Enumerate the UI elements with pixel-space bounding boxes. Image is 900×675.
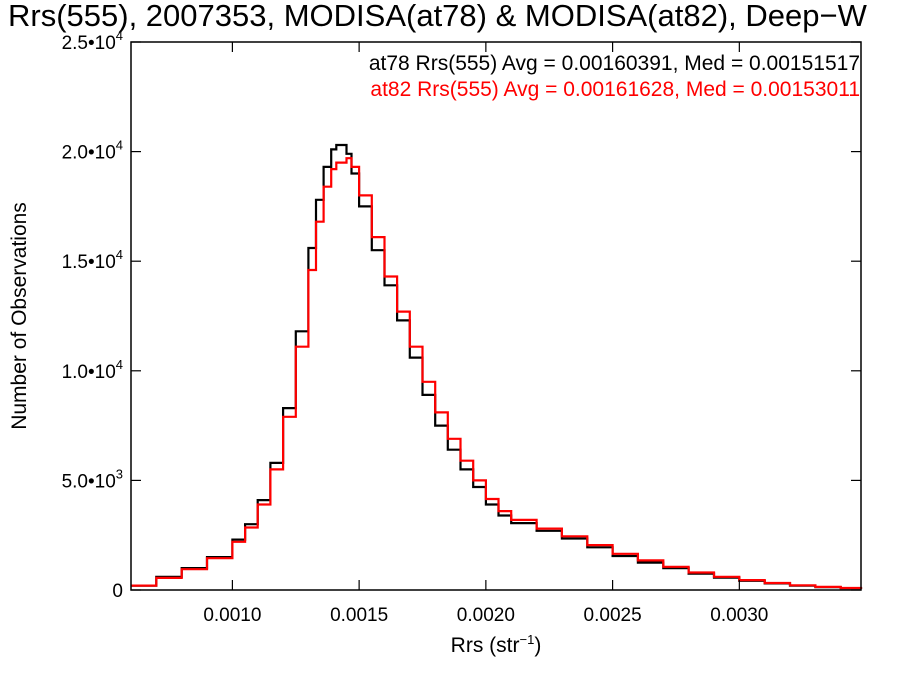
y-tick-label: 1.0•104 (62, 357, 123, 383)
plot-frame (130, 41, 862, 591)
y-tick-label-exponent: 4 (116, 138, 123, 153)
y-tick-label-base: 1.0•10 (62, 362, 116, 383)
y-tick-label: 2.5•104 (62, 28, 123, 54)
y-tick-label: 1.5•104 (62, 247, 123, 273)
x-tick-label: 0.0020 (457, 605, 515, 626)
x-axis-label-main: Rrs (str (451, 634, 520, 657)
y-tick-label: 0 (112, 581, 123, 602)
x-axis-label-superscript: −1 (520, 632, 535, 647)
y-tick-label: 5.0•103 (62, 466, 123, 492)
y-tick-label-exponent: 3 (116, 466, 123, 481)
x-axis-label-suffix: ) (534, 634, 541, 657)
chart-title: Rrs(555), 2007353, MODISA(at78) & MODISA… (8, 0, 867, 33)
series-layer (131, 143, 863, 590)
y-tick-label-base: 1.5•10 (62, 252, 116, 273)
legend-entry-at78: at78 Rrs(555) Avg = 0.00160391, Med = 0.… (369, 52, 860, 75)
y-axis-label: Number of Observations (8, 202, 31, 430)
legend: at78 Rrs(555) Avg = 0.00160391, Med = 0.… (369, 52, 860, 101)
y-tick-label-exponent: 4 (116, 247, 123, 262)
x-tick-label: 0.0010 (203, 605, 261, 626)
x-tick-label: 0.0025 (584, 605, 642, 626)
series-at78-line (131, 143, 863, 590)
x-axis: 0.0010 0.0015 0.0020 0.0025 0.0030 (203, 42, 768, 626)
y-tick-label: 2.0•104 (62, 138, 123, 164)
y-tick-label-exponent: 4 (116, 28, 123, 43)
legend-entry-at82: at82 Rrs(555) Avg = 0.00161628, Med = 0.… (370, 78, 860, 101)
y-tick-label-exponent: 4 (116, 357, 123, 372)
y-tick-label-base: 2.5•10 (62, 33, 116, 54)
y-tick-label-base: 0 (112, 581, 123, 602)
x-tick-label: 0.0030 (710, 605, 768, 626)
series-at82-line (131, 157, 863, 590)
y-tick-label-base: 5.0•10 (62, 471, 116, 492)
y-tick-label-base: 2.0•10 (62, 143, 116, 164)
x-tick-label: 0.0015 (330, 605, 388, 626)
x-axis-label: Rrs (str−1) (451, 632, 542, 657)
